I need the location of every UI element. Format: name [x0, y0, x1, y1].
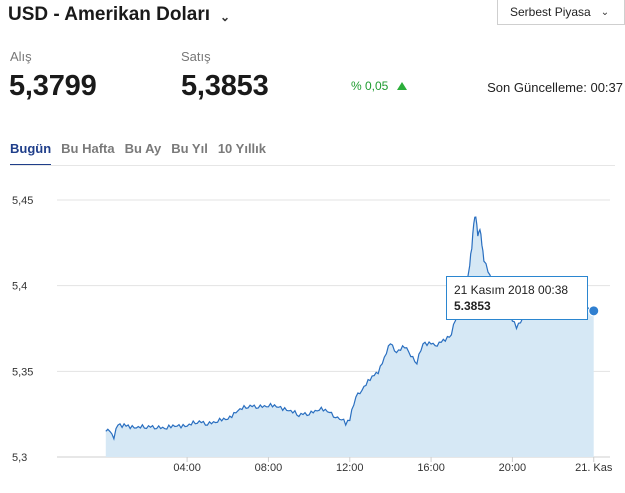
ask-value: 5,3853: [181, 70, 269, 102]
last-point-marker: [588, 305, 600, 317]
tooltip-value: 5.3853: [454, 299, 491, 313]
tab-this-year[interactable]: Bu Yıl: [171, 141, 208, 156]
tabs-divider: [10, 165, 615, 166]
x-tick-label: 16:00: [417, 462, 445, 474]
y-tick-label: 5,35: [12, 366, 33, 378]
chevron-down-icon: ⌄: [220, 10, 231, 24]
tab-this-week[interactable]: Bu Hafta: [61, 141, 115, 156]
tab-this-month[interactable]: Bu Ay: [124, 141, 162, 156]
x-tick-label: 12:00: [336, 462, 364, 474]
y-tick-label: 5,3: [12, 452, 27, 464]
page-title: USD - Amerikan Doları: [8, 4, 211, 25]
change-indicator: % 0,05: [351, 79, 408, 93]
y-tick-label: 5,45: [12, 195, 33, 207]
y-tick-label: 5,4: [12, 281, 27, 293]
chevron-down-icon: ⌄: [600, 6, 610, 18]
market-select[interactable]: Serbest Piyasa ⌄: [497, 0, 625, 25]
market-select-value: Serbest Piyasa: [510, 5, 591, 19]
chart-tooltip: 21 Kasım 2018 00:38 5.3853: [446, 276, 588, 320]
currency-selector[interactable]: USD - Amerikan Doları ⌄: [8, 4, 230, 26]
tab-10-years[interactable]: 10 Yıllık: [217, 141, 267, 156]
x-tick-label: 21. Kas: [575, 462, 613, 474]
x-tick-label: 20:00: [499, 462, 527, 474]
arrow-up-icon: [397, 82, 408, 90]
x-tick-label: 08:00: [255, 462, 283, 474]
tab-today[interactable]: Bugün: [10, 141, 52, 166]
tooltip-date: 21 Kasım 2018 00:38: [454, 283, 569, 297]
price-chart[interactable]: 5,45 5,4 5,35 5,3 04:00 08:00 12:00 16:00 20:00 2…: [0, 180, 625, 493]
ask-label: Satış: [181, 49, 211, 64]
period-tabs: Bugün Bu Hafta Bu Ay Bu Yıl 10 Yıllık: [10, 141, 276, 166]
bid-value: 5,3799: [9, 70, 97, 102]
change-percent: % 0,05: [351, 79, 389, 93]
bid-label: Alış: [10, 49, 32, 64]
last-update: Son Güncelleme: 00:37: [487, 80, 623, 95]
x-tick-label: 04:00: [173, 462, 201, 474]
